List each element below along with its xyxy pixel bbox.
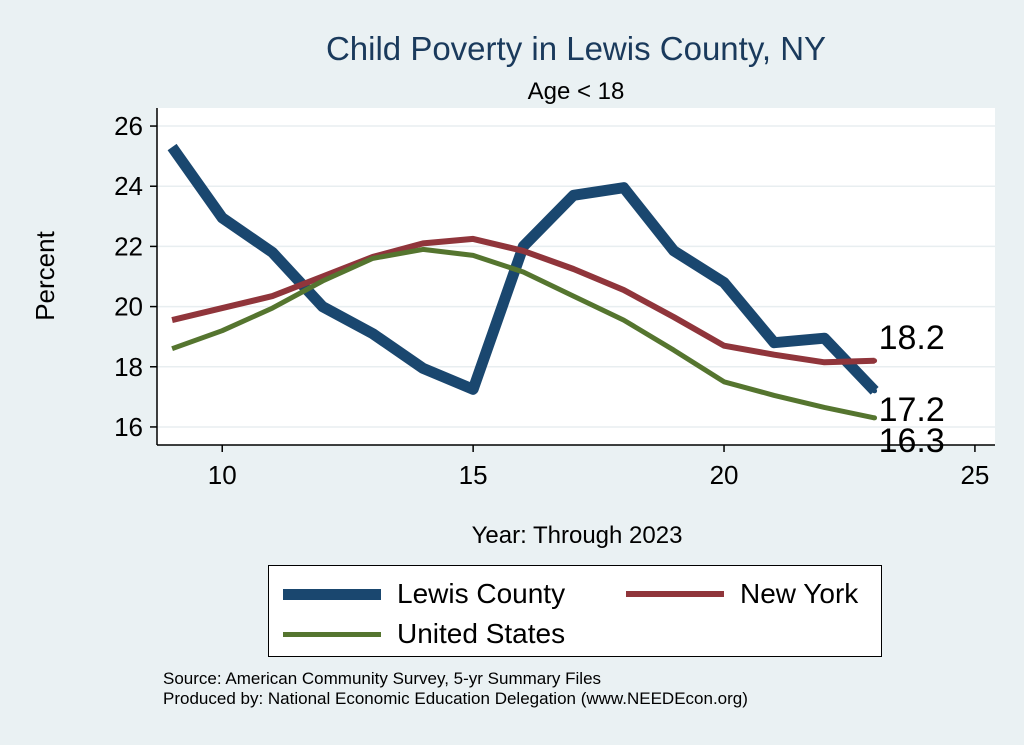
y-tick-label-26: 26 xyxy=(114,111,143,141)
y-tick-label-24: 24 xyxy=(114,171,143,201)
legend-swatch-new-york xyxy=(626,591,724,597)
x-tick-label-10: 10 xyxy=(208,460,237,490)
x-axis-label: Year: Through 2023 xyxy=(472,522,683,549)
legend-label-lewis-county: Lewis County xyxy=(397,578,566,609)
end-marker-new-york xyxy=(872,358,878,364)
x-tick-label-25: 25 xyxy=(960,460,989,490)
chart-title: Child Poverty in Lewis County, NY xyxy=(326,30,826,67)
end-label-new-york: 18.2 xyxy=(879,319,945,357)
legend-label-new-york: New York xyxy=(740,578,859,609)
chart-subtitle: Age < 18 xyxy=(528,78,625,105)
series-line-lewis-county xyxy=(167,143,879,395)
legend-label-united-states: United States xyxy=(397,618,566,649)
end-label-lewis-county: 17.2 xyxy=(879,391,945,429)
series-line-new-york xyxy=(171,235,875,366)
end-label-united-states: 16.3 xyxy=(879,422,945,460)
series-line-united-states xyxy=(171,246,876,421)
source-note: Source: American Community Survey, 5-yr … xyxy=(163,669,602,688)
x-tick-label-15: 15 xyxy=(459,460,488,490)
y-axis-label: Percent xyxy=(30,230,60,320)
axes: 16 18 20 22 24 26 10 15 20 25 xyxy=(114,108,995,490)
y-tick-label-20: 20 xyxy=(114,292,143,322)
legend-item-new-york: New York xyxy=(626,574,858,614)
grid-lines xyxy=(157,125,995,428)
end-marker-united-states xyxy=(872,415,878,421)
legend-swatch-lewis-county xyxy=(283,588,381,600)
y-tick-label-16: 16 xyxy=(114,412,143,442)
y-tick-label-22: 22 xyxy=(114,231,143,261)
end-labels: 18.2 17.216.3 xyxy=(872,319,945,460)
series-lines xyxy=(167,143,879,421)
legend-swatch-united-states xyxy=(283,631,381,637)
end-marker-lewis-county xyxy=(872,388,878,394)
legend-item-united-states: United States xyxy=(283,614,565,654)
legend-item-lewis-county: Lewis County xyxy=(283,574,565,614)
legend: Lewis County New York United States xyxy=(268,565,882,657)
x-tick-label-20: 20 xyxy=(710,460,739,490)
footer: Source: American Community Survey, 5-yr … xyxy=(163,669,748,709)
produced-note: Produced by: National Economic Education… xyxy=(163,689,748,708)
y-tick-label-18: 18 xyxy=(114,352,143,382)
plot-area xyxy=(157,108,995,445)
